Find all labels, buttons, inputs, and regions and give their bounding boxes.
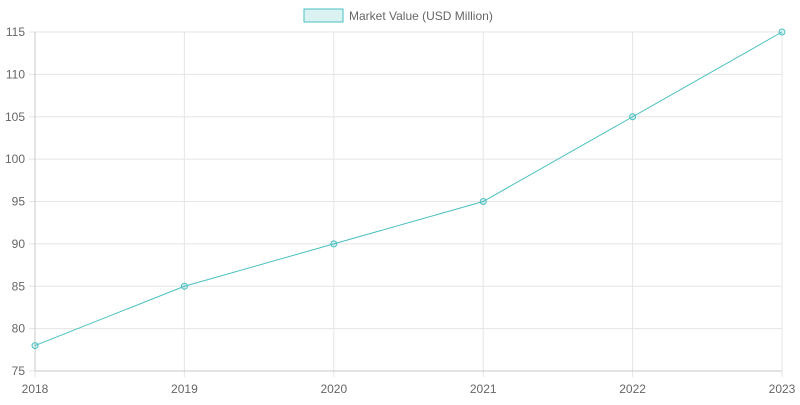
x-tick-label: 2022	[619, 382, 646, 396]
x-tick-label: 2018	[22, 382, 49, 396]
legend[interactable]: Market Value (USD Million)	[303, 8, 493, 23]
y-tick-label: 75	[12, 364, 26, 378]
data-point[interactable]	[778, 28, 786, 36]
x-tick-label: 2020	[320, 382, 347, 396]
y-tick-label: 115	[6, 25, 25, 39]
grid-lines	[29, 31, 783, 377]
y-tick-label: 100	[5, 152, 25, 166]
series-line	[34, 31, 783, 347]
data-points	[31, 28, 786, 350]
data-point[interactable]	[330, 240, 338, 248]
legend-swatch[interactable]	[303, 8, 344, 23]
series-lines	[34, 31, 783, 347]
data-point[interactable]	[31, 342, 39, 350]
data-point[interactable]	[479, 198, 487, 205]
x-tick-label: 2023	[769, 382, 796, 396]
y-tick-label: 95	[12, 195, 26, 209]
y-tick-label: 90	[12, 237, 26, 251]
data-point[interactable]	[180, 282, 188, 290]
x-tick-label: 2021	[470, 382, 497, 396]
tick-labels: 75 80 85 90 95 100 105 110 115 2018 2019 2020 2021 20…	[5, 25, 796, 396]
x-tick-label: 2019	[171, 382, 198, 396]
y-tick-label: 105	[5, 110, 25, 124]
y-tick-label: 110	[6, 67, 25, 81]
data-point[interactable]	[629, 113, 637, 121]
legend-label[interactable]: Market Value (USD Million)	[349, 9, 493, 23]
y-tick-label: 80	[12, 322, 26, 336]
axes	[34, 32, 782, 372]
y-tick-label: 85	[12, 279, 26, 293]
